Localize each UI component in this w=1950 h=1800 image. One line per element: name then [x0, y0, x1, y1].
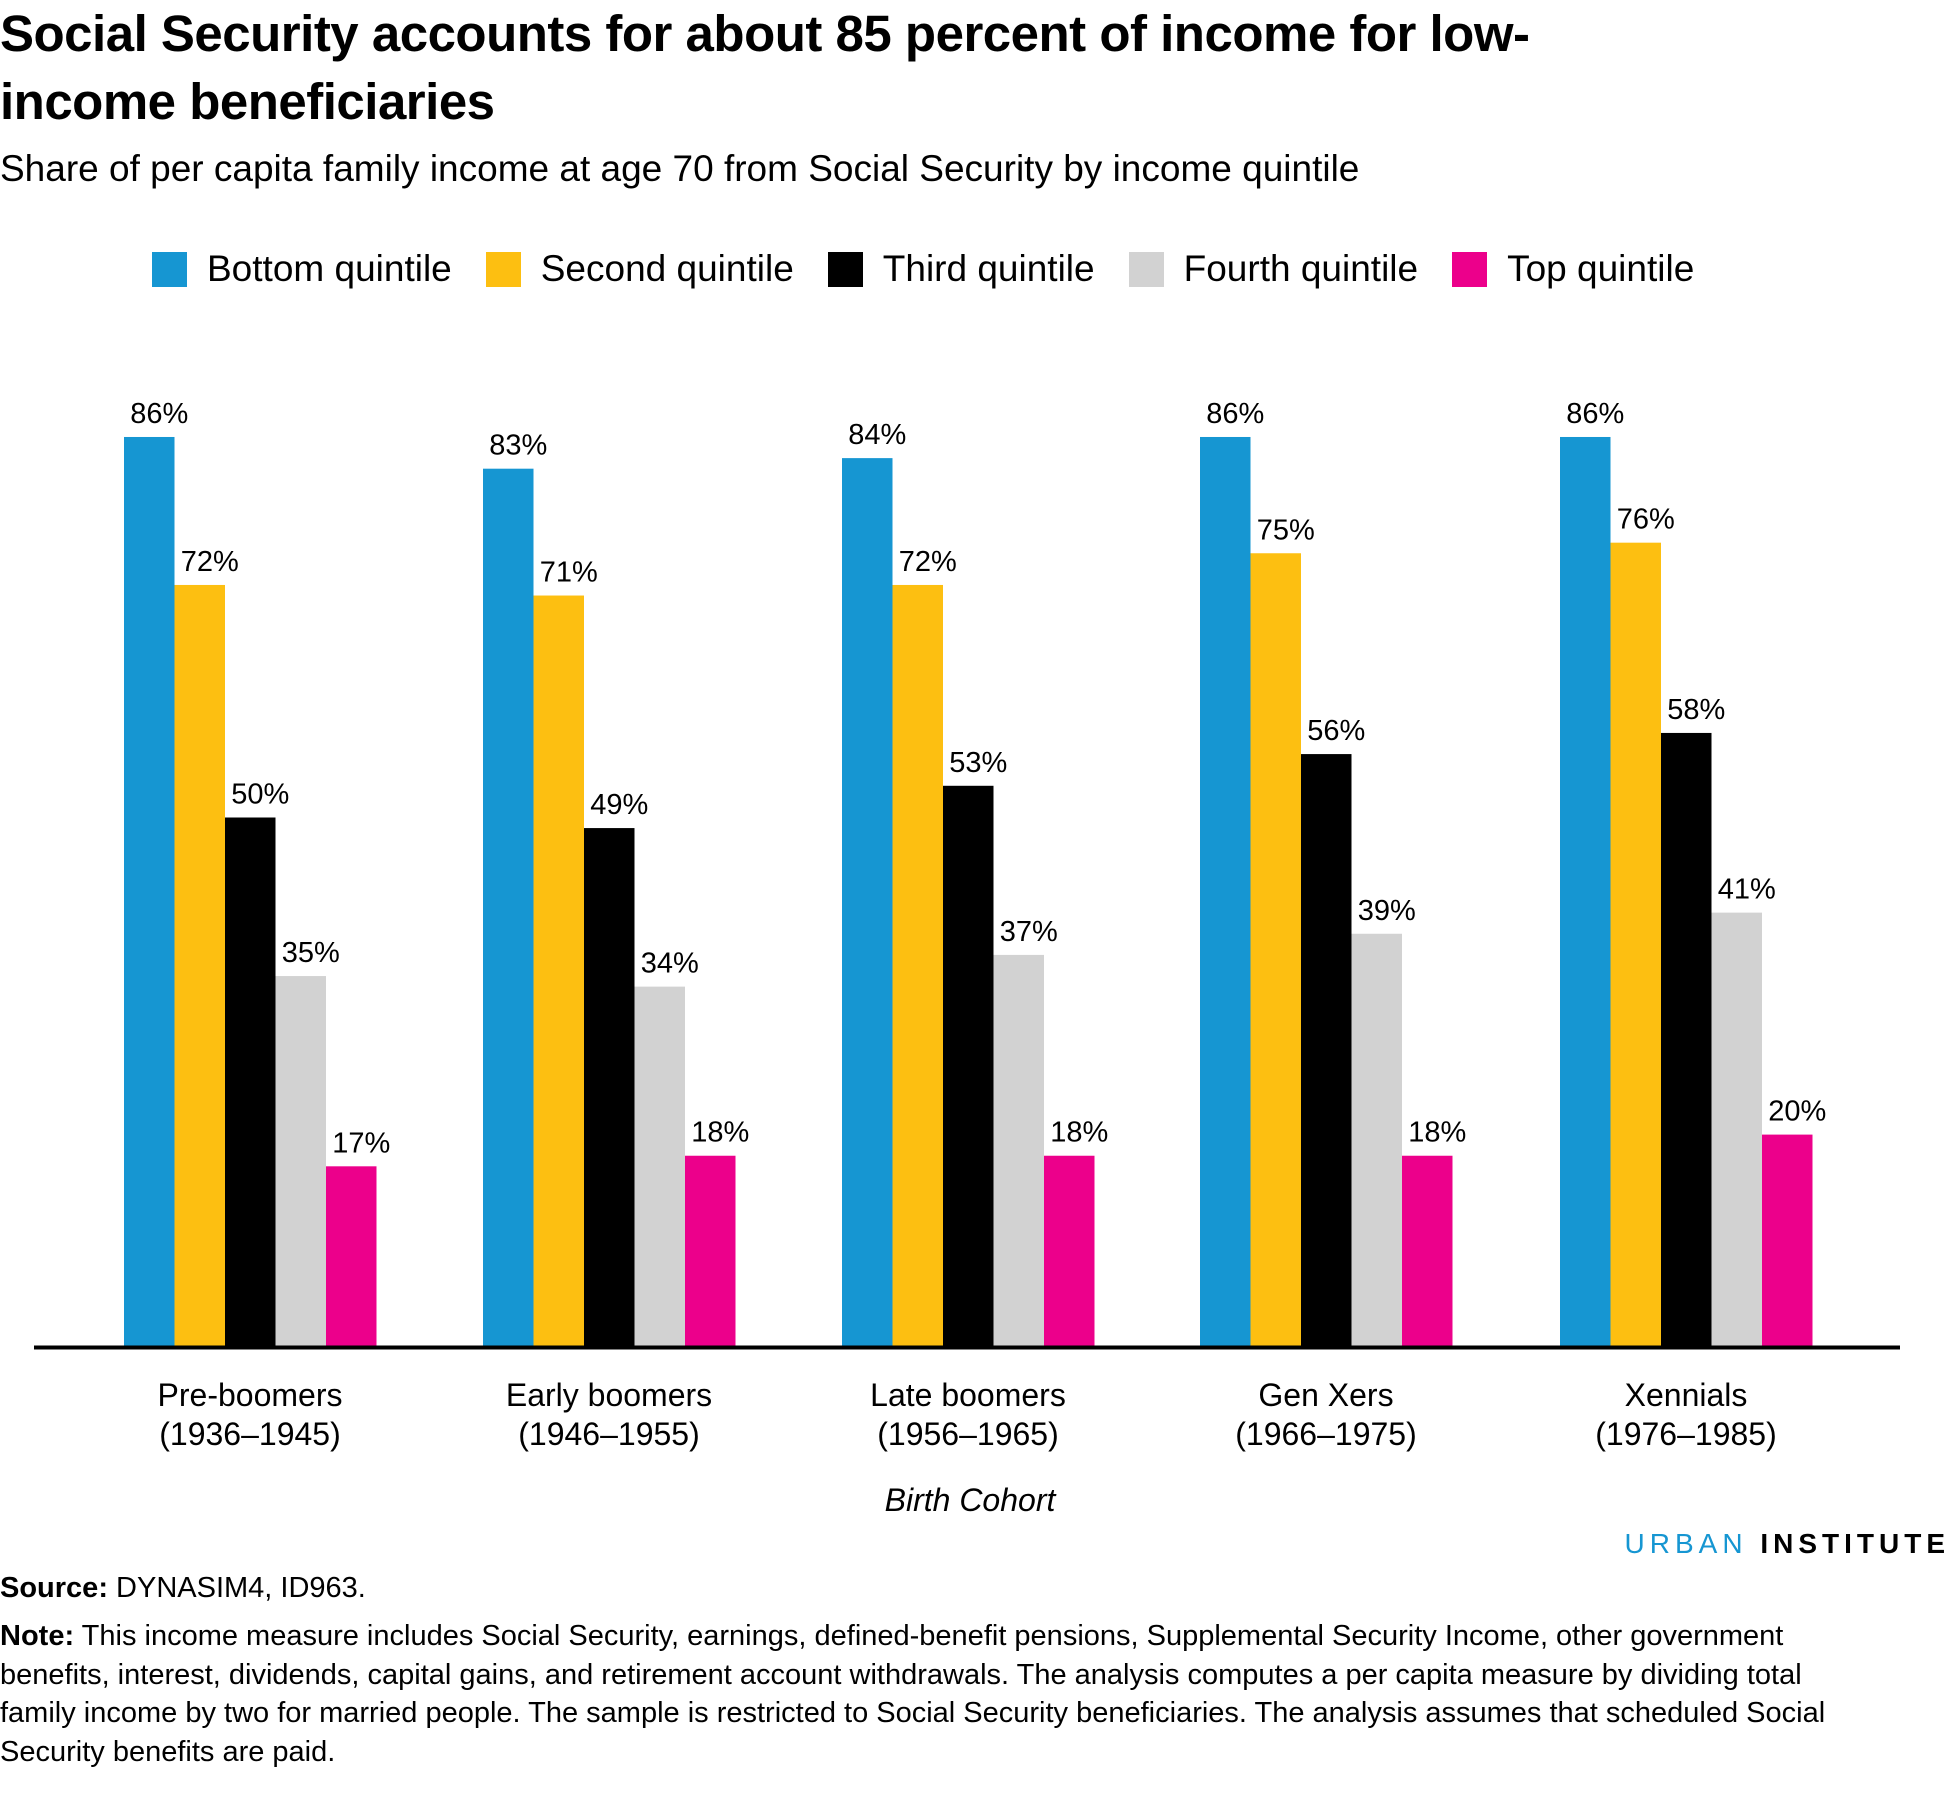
bar [993, 954, 1044, 1346]
data-label: 86% [1566, 398, 1624, 430]
legend-item-second: Second quintile [485, 248, 794, 290]
bar [1402, 1155, 1453, 1346]
data-label: 50% [231, 779, 289, 811]
footnote: Note: This income measure includes Socia… [0, 1617, 1850, 1771]
bar [533, 595, 584, 1346]
category-label: Pre-boomers (1936–1945) [100, 1376, 400, 1454]
bar [1351, 933, 1402, 1346]
category-years: (1966–1975) [1235, 1416, 1417, 1452]
data-label: 53% [949, 747, 1007, 779]
bar [634, 986, 685, 1346]
category-label: Gen Xers (1966–1975) [1176, 1376, 1476, 1454]
data-label: 49% [590, 789, 648, 821]
data-label: 41% [1718, 874, 1776, 906]
legend-item-bottom: Bottom quintile [152, 248, 452, 290]
legend-swatch [485, 251, 521, 287]
logo-urban: URBAN [1624, 1528, 1748, 1559]
data-label: 17% [332, 1127, 390, 1159]
bar [1044, 1155, 1095, 1346]
bar [275, 976, 326, 1346]
legend-label: Top quintile [1507, 248, 1695, 289]
data-label: 56% [1307, 715, 1365, 747]
bar [1250, 553, 1301, 1346]
data-label: 75% [1257, 514, 1315, 546]
data-label: 37% [1000, 916, 1058, 948]
data-label: 86% [130, 398, 188, 430]
category-label: Late boomers (1956–1965) [818, 1376, 1118, 1454]
category-years: (1946–1955) [518, 1416, 700, 1452]
data-label: 58% [1667, 694, 1725, 726]
bar [892, 584, 943, 1346]
bar [483, 468, 534, 1346]
data-label: 20% [1768, 1096, 1826, 1128]
legend-swatch [1128, 251, 1164, 287]
bar [584, 828, 635, 1346]
category-name: Gen Xers [1258, 1377, 1394, 1413]
legend-label: Third quintile [882, 248, 1095, 289]
note-text: This income measure includes Social Secu… [0, 1620, 1826, 1768]
bar [1301, 754, 1352, 1346]
bar [225, 817, 276, 1346]
data-label: 39% [1358, 895, 1416, 927]
bar [1762, 1134, 1813, 1346]
legend-label: Fourth quintile [1183, 248, 1419, 289]
data-label: 72% [181, 546, 239, 578]
data-label: 18% [1050, 1117, 1108, 1149]
data-label: 83% [489, 430, 547, 462]
legend-item-top: Top quintile [1452, 248, 1694, 290]
category-name: Late boomers [870, 1377, 1066, 1413]
legend-swatch [152, 251, 187, 287]
category-name: Xennials [1624, 1377, 1748, 1413]
source-label: Source: [0, 1572, 108, 1604]
data-label: 34% [641, 948, 699, 980]
data-label: 18% [1408, 1117, 1466, 1149]
chart-title: Social Security accounts for about 85 pe… [0, 5, 1530, 130]
legend-item-third: Third quintile [827, 248, 1095, 290]
bar [124, 436, 175, 1347]
note-label: Note: [0, 1620, 75, 1652]
source-note: Source: DYNASIM4, ID963. [0, 1572, 366, 1605]
category-name: Pre-boomers [157, 1377, 343, 1413]
bar [943, 785, 994, 1346]
legend: Bottom quintile Second quintile Third qu… [152, 248, 1694, 290]
legend-item-fourth: Fourth quintile [1128, 248, 1419, 290]
data-label: 86% [1206, 398, 1264, 430]
category-label: Xennials (1976–1985) [1536, 1376, 1836, 1454]
bar [326, 1166, 377, 1346]
bar [842, 458, 893, 1346]
legend-swatch [1452, 251, 1488, 287]
category-years: (1936–1945) [159, 1416, 341, 1452]
data-label: 72% [899, 546, 957, 578]
bar [174, 584, 225, 1346]
bar [685, 1155, 736, 1346]
data-label: 71% [540, 557, 598, 589]
category-years: (1976–1985) [1595, 1416, 1777, 1452]
bar [1560, 436, 1611, 1347]
category-label: Early boomers (1946–1955) [459, 1376, 759, 1454]
bar [1661, 732, 1712, 1346]
bar [1711, 912, 1762, 1346]
logo-institute: INSTITUTE [1760, 1528, 1950, 1559]
bar-chart: 86% 83% 84% 86% 86% 72% 71% 72% 75% 76% 50% 49% 53% 5… [34, 398, 1900, 1350]
data-label: 84% [848, 419, 906, 451]
legend-swatch [827, 251, 863, 287]
legend-label: Bottom quintile [207, 248, 452, 289]
data-label: 18% [691, 1117, 749, 1149]
source-text: DYNASIM4, ID963. [116, 1572, 366, 1604]
category-name: Early boomers [505, 1377, 713, 1413]
bar [1610, 542, 1661, 1346]
legend-label: Second quintile [540, 248, 794, 289]
data-label: 76% [1617, 504, 1675, 536]
urban-institute-logo: URBAN INSTITUTE [1625, 1528, 1950, 1560]
x-axis-title: Birth Cohort [884, 1482, 1056, 1518]
category-years: (1956–1965) [877, 1416, 1059, 1452]
data-label: 35% [282, 937, 340, 969]
bar [1200, 436, 1251, 1347]
chart-subtitle: Share of per capita family income at age… [0, 148, 1360, 189]
